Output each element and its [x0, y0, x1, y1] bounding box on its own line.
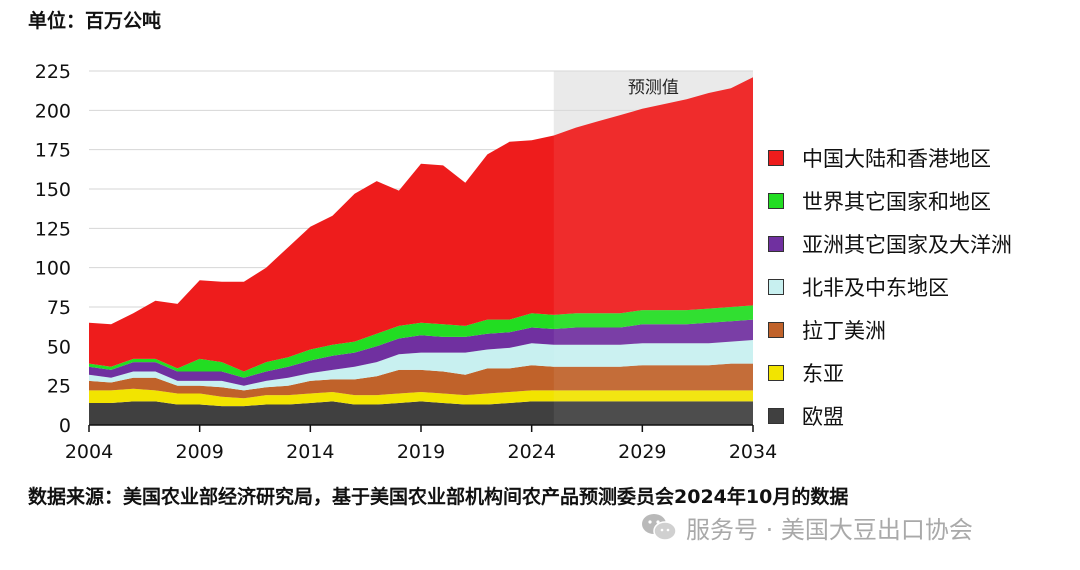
- area-series-3: [89, 363, 753, 399]
- y-tick-label: 175: [35, 140, 71, 162]
- data-source-note: 数据来源：美国农业部经济研究局，基于美国农业部机构间农产品预测委员会2024年1…: [28, 486, 849, 508]
- y-tick-label: 0: [59, 415, 71, 437]
- legend-item: 北非及中东地区: [768, 265, 1012, 308]
- y-tick-label: 225: [35, 61, 71, 83]
- legend-label: 东亚: [802, 361, 844, 386]
- y-tick-label: 25: [47, 376, 71, 398]
- forecast-overlay: [553, 71, 753, 425]
- legend-swatch: [768, 192, 784, 209]
- y-tick-label: 100: [35, 258, 71, 280]
- legend-swatch: [768, 149, 784, 166]
- legend-label: 北非及中东地区: [802, 275, 949, 300]
- legend-item: 欧盟: [768, 394, 1012, 437]
- legend-label: 中国大陆和香港地区: [802, 146, 991, 171]
- legend-item: 拉丁美洲: [768, 308, 1012, 351]
- area-series-6: [89, 305, 753, 378]
- legend-swatch: [768, 364, 784, 381]
- watermark-text: 服务号 · 美国大豆出口协会: [686, 516, 973, 544]
- legend-item: 中国大陆和香港地区: [768, 136, 1012, 179]
- wechat-icon: [642, 513, 677, 541]
- watermark: 服务号 · 美国大豆出口协会: [640, 510, 973, 545]
- x-tick-label: 2019: [397, 441, 445, 463]
- y-tick-label: 150: [35, 179, 71, 201]
- area-series-1: [89, 401, 753, 425]
- legend-swatch: [768, 407, 784, 424]
- x-tick-label: 2004: [65, 441, 113, 463]
- legend-label: 欧盟: [802, 404, 844, 429]
- x-tick-label: 2024: [507, 441, 555, 463]
- area-series-2: [89, 388, 753, 407]
- legend-swatch: [768, 278, 784, 295]
- x-tick-label: 2009: [175, 441, 223, 463]
- y-tick-label: 75: [47, 297, 71, 319]
- area-series-5: [89, 319, 753, 386]
- y-tick-label: 50: [47, 336, 71, 358]
- legend-swatch: [768, 235, 784, 252]
- legend-label: 世界其它国家和地区: [802, 189, 991, 214]
- x-tick-label: 2014: [286, 441, 334, 463]
- x-tick-label: 2029: [618, 441, 666, 463]
- area-series-4: [89, 340, 753, 391]
- y-tick-label: 200: [35, 100, 71, 122]
- unit-label: 单位：百万公吨: [28, 10, 162, 32]
- chart-legend: 中国大陆和香港地区 世界其它国家和地区 亚洲其它国家及大洋洲 北非及中东地区 拉丁美洲东…: [768, 136, 1012, 437]
- area-series-7: [89, 77, 753, 372]
- y-tick-label: 125: [35, 218, 71, 240]
- legend-item: 世界其它国家和地区: [768, 179, 1012, 222]
- legend-label: 拉丁美洲: [802, 318, 886, 343]
- legend-label: 亚洲其它国家及大洋洲: [802, 232, 1012, 257]
- x-tick-label: 2034: [729, 441, 777, 463]
- legend-swatch: [768, 321, 784, 338]
- forecast-label: 预测值: [628, 78, 679, 98]
- legend-item: 东亚: [768, 351, 1012, 394]
- legend-item: 亚洲其它国家及大洋洲: [768, 222, 1012, 265]
